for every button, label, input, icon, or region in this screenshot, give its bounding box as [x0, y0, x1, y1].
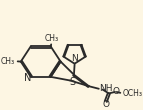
Text: CH₃: CH₃: [44, 34, 58, 43]
Text: O: O: [102, 100, 109, 109]
Text: N: N: [24, 73, 31, 83]
Text: NH: NH: [100, 84, 113, 94]
Text: CH₃: CH₃: [1, 57, 15, 66]
Text: OCH₃: OCH₃: [122, 89, 142, 98]
Text: S: S: [70, 77, 76, 87]
Text: N: N: [71, 54, 78, 63]
Text: O: O: [112, 87, 119, 96]
